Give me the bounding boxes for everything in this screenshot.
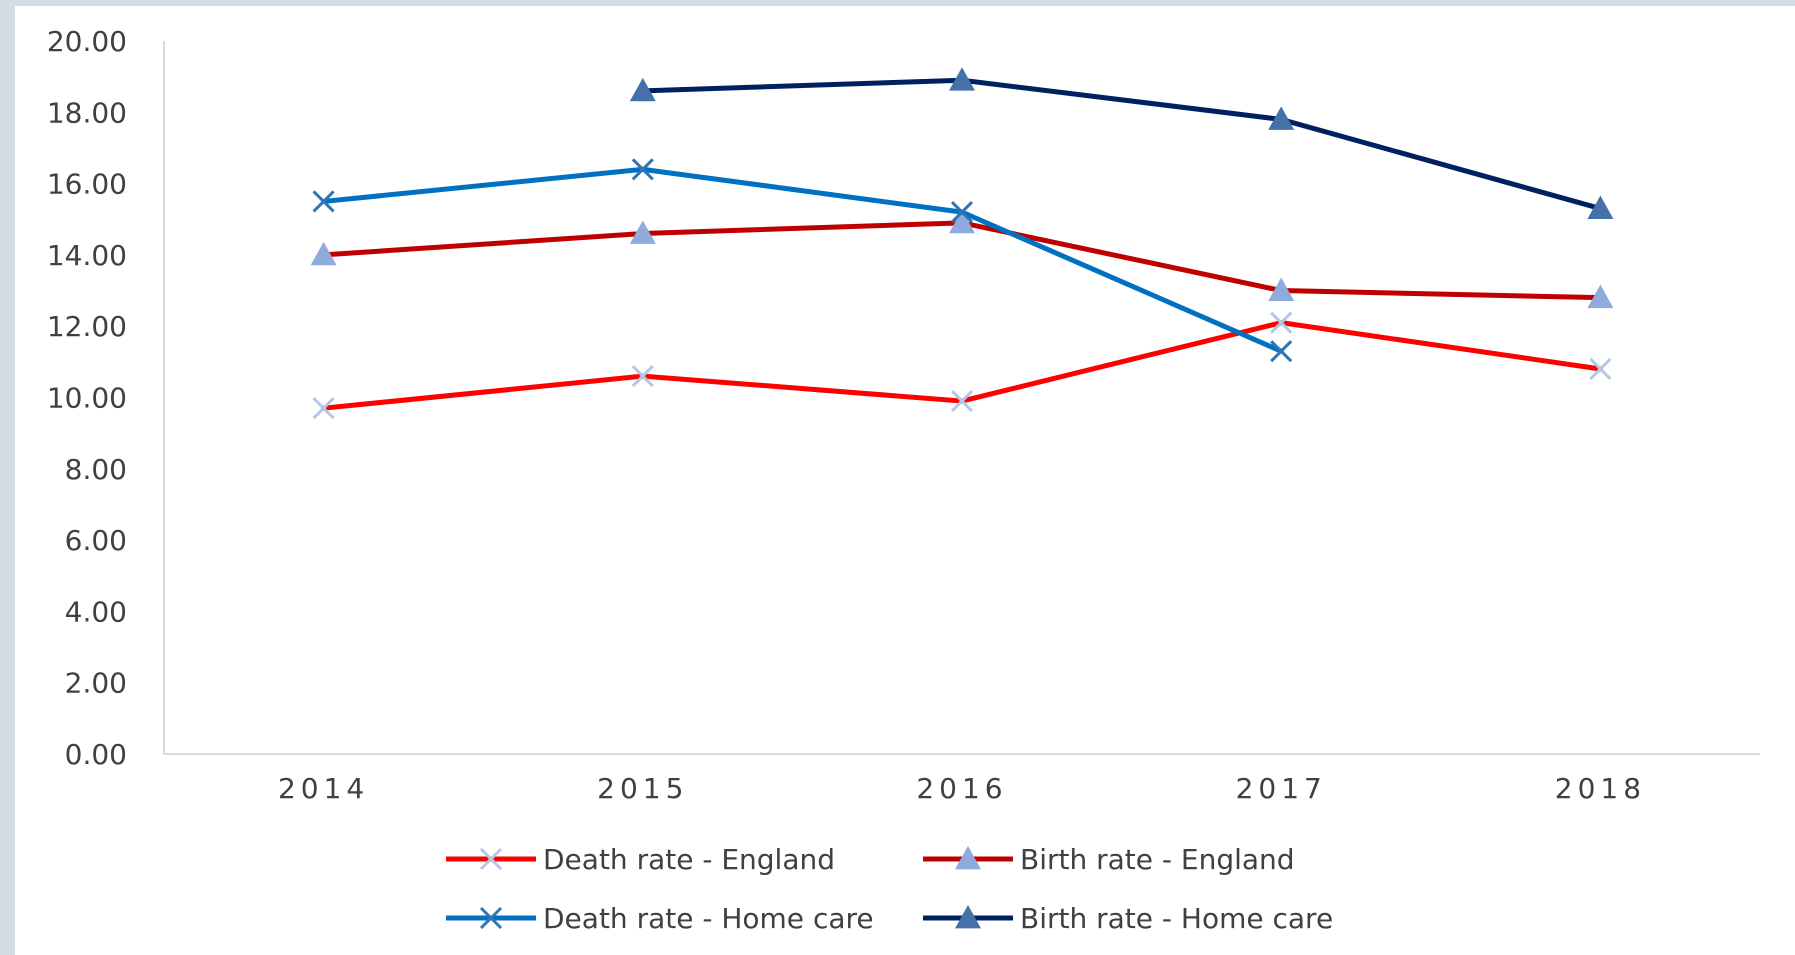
marker-stroke [479,847,503,871]
axes [163,41,1760,755]
data-point [312,397,335,420]
data-point [949,209,975,234]
x-tick-label: 2018 [1555,772,1646,805]
marker-stroke [479,906,503,930]
y-axis-ticks: 0.00 2.00 4.00 6.00 8.00 10.00 12.00 14.00 16.00… [47,25,127,771]
legend-item: Birth rate - England [923,843,1295,876]
legend-swatch-marker [955,846,981,870]
y-tick-label: 12.00 [47,310,127,343]
series-line [321,320,1603,411]
data-point [1270,311,1293,334]
data-point [312,190,335,213]
data-point [310,241,337,266]
marker-stroke [1270,311,1293,334]
x-axis-ticks: 2014 2015 2016 2017 2018 [278,772,1646,805]
marker-stroke [631,158,654,181]
marker-stroke [950,390,974,413]
data-point [629,220,656,244]
y-tick-label: 4.00 [65,595,127,628]
y-tick-label: 2.00 [65,667,127,700]
y-tick-label: 14.00 [47,239,127,272]
series-line [640,77,1603,212]
data-point [950,201,974,224]
marker-stroke [1270,340,1293,363]
marker-stroke [312,397,335,420]
series-line [321,220,1603,301]
y-tick-label: 8.00 [65,453,127,486]
legend-label: Birth rate - England [1020,843,1295,876]
legend-item: Death rate - Home care [446,902,874,935]
series-1 [312,311,1612,420]
y-tick-label: 0.00 [65,738,127,771]
data-point [1587,284,1614,309]
data-point [631,365,654,388]
line-chart: 0.00 2.00 4.00 6.00 8.00 10.00 12.00 14.00 16.00… [47,25,1760,935]
legend-swatch-marker [479,906,503,930]
x-tick-label: 2017 [1236,772,1327,805]
legend-label: Death rate - Home care [543,902,874,935]
data-point [1268,106,1295,130]
legend-label: Birth rate - Home care [1020,902,1333,935]
legend-swatch-marker [479,847,503,871]
series-3 [312,158,1293,363]
data-point [1268,277,1295,301]
x-tick-label: 2015 [597,772,688,805]
y-tick-label: 16.00 [47,168,127,201]
legend-label: Death rate - England [543,843,835,876]
data-point [1587,195,1614,219]
legend-item: Death rate - England [446,843,835,876]
series-layer [310,67,1614,420]
y-tick-label: 10.00 [47,382,127,415]
marker-stroke [631,365,654,388]
data-point [629,77,656,102]
y-tick-label: 6.00 [65,524,127,557]
y-tick-label: 18.00 [47,96,127,129]
x-tick-label: 2016 [916,772,1007,805]
series-2 [310,209,1614,309]
data-point [950,390,974,413]
series-line [321,166,1284,354]
data-point [631,158,654,181]
data-point [1589,357,1612,381]
legend-item: Birth rate - Home care [923,902,1333,935]
data-point [1270,340,1293,363]
series-4 [629,67,1614,219]
x-tick-label: 2014 [278,772,369,805]
y-tick-label: 20.00 [47,25,127,58]
data-point [949,67,975,91]
marker-stroke [312,190,335,213]
marker-stroke [950,201,974,224]
chart-frame: 0.00 2.00 4.00 6.00 8.00 10.00 12.00 14.00 16.00… [15,6,1795,955]
legend-swatch-marker [955,905,981,929]
legend: Death rate - England Birth rate - England… [446,843,1333,935]
marker-stroke [1589,357,1612,381]
